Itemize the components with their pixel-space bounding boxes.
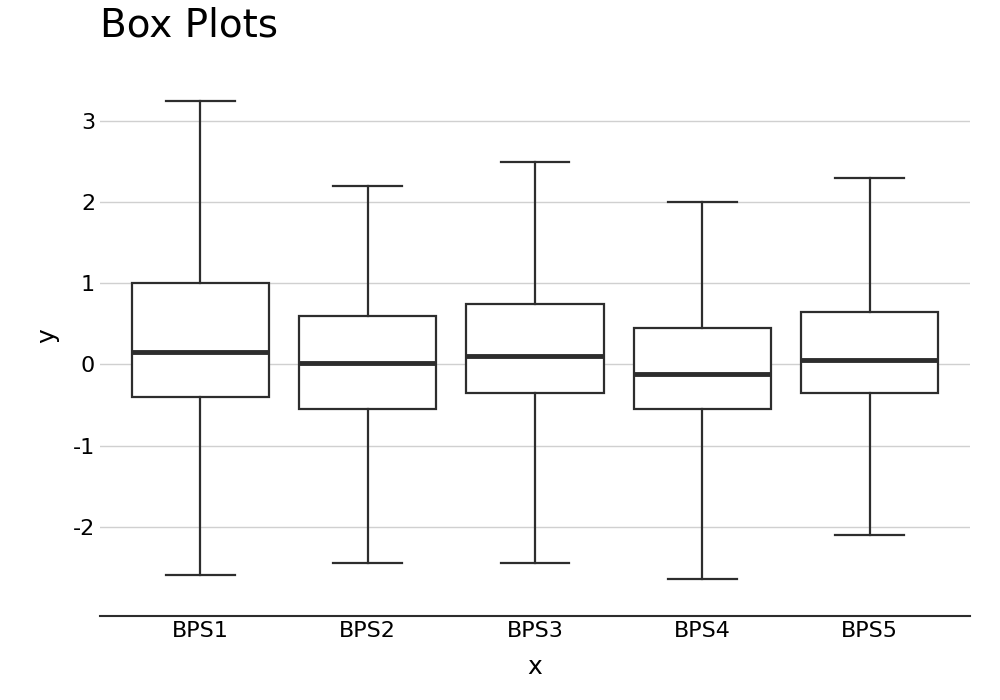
PathPatch shape bbox=[801, 312, 938, 393]
Text: Box Plots: Box Plots bbox=[100, 6, 278, 45]
X-axis label: x: x bbox=[528, 654, 542, 679]
PathPatch shape bbox=[466, 304, 604, 393]
PathPatch shape bbox=[299, 316, 436, 409]
PathPatch shape bbox=[634, 328, 771, 409]
PathPatch shape bbox=[132, 284, 269, 397]
Y-axis label: y: y bbox=[35, 328, 59, 344]
